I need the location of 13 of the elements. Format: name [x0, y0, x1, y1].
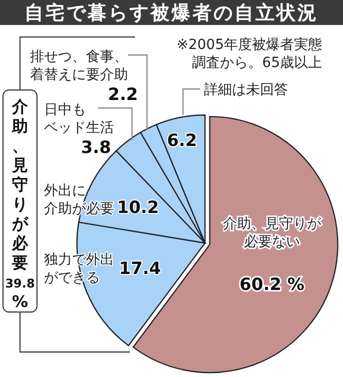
data-label: 3.8: [80, 138, 112, 158]
slice-label: 介助、見守りが必要ない: [223, 216, 322, 250]
data-label: 17.4: [119, 259, 162, 279]
slice-label: 排せつ、食事、着替えに要介助: [30, 49, 128, 83]
text: ※2005年度被爆者実態調査から。65歳以上: [176, 37, 322, 71]
slice-label: 日中もベッド生活: [44, 102, 114, 136]
data-label: 6.2: [166, 131, 198, 151]
slice-label: 詳細は未回答: [204, 82, 288, 98]
chart-title: 自宅で暮らす被爆者の自立状況: [24, 2, 318, 24]
data-label: 10.2: [117, 198, 159, 218]
data-label: 2.2: [108, 85, 138, 105]
data-label: 60.2 %: [240, 275, 304, 295]
text: 介助、見守りが必要39.8%: [5, 97, 35, 311]
